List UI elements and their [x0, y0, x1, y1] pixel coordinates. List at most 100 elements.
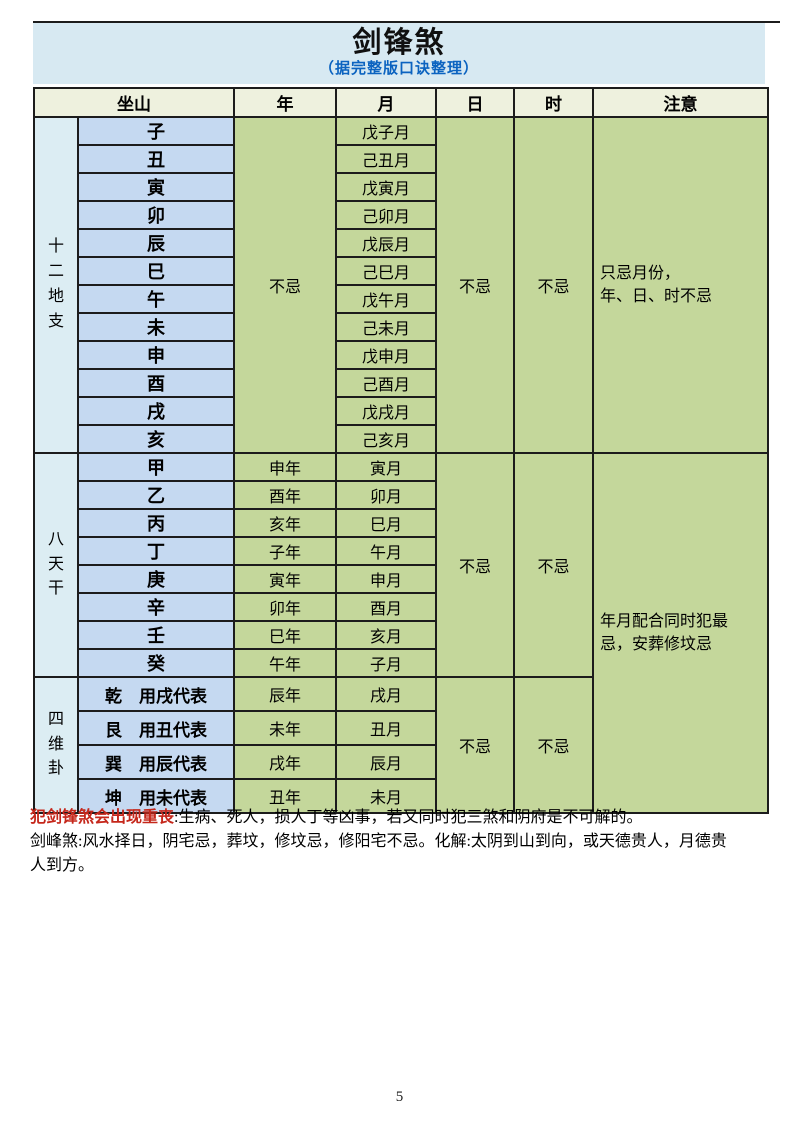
cell-year: 子年	[233, 536, 337, 566]
cell-zuoshan: 丑	[77, 144, 235, 174]
cell-month: 戊寅月	[335, 172, 437, 202]
cell-zuoshan: 亥	[77, 424, 235, 454]
header-note: 注意	[592, 87, 769, 118]
cell-month: 戊午月	[335, 284, 437, 314]
footnotes: 犯剑锋煞会出现重丧:生病、死人，损人丁等凶事，若又同时犯三煞和阴府是不可解的。 …	[30, 806, 796, 878]
table-row: 戌 戊戌月	[34, 396, 768, 426]
table-row: 坤 用未代表 丑年 未月	[34, 778, 768, 814]
cell-month: 己卯月	[335, 200, 437, 230]
cell-note-merged: 年月配合同时犯最 忌，安葬修坟忌	[592, 452, 769, 814]
table-row: 庚寅年 申月	[34, 564, 768, 594]
footnote-line-1: 犯剑锋煞会出现重丧:生病、死人，损人丁等凶事，若又同时犯三煞和阴府是不可解的。	[30, 806, 796, 830]
cell-zuoshan: 甲	[77, 452, 235, 482]
cell-year: 午年	[233, 648, 337, 678]
cell-zuoshan: 戌	[77, 396, 235, 426]
cell-month: 辰月	[335, 744, 437, 780]
cell-month: 己亥月	[335, 424, 437, 454]
cell-month: 酉月	[335, 592, 437, 622]
cell-month: 戊辰月	[335, 228, 437, 258]
cell-year: 亥年	[233, 508, 337, 538]
cell-month: 己巳月	[335, 256, 437, 286]
table-row: 丑 己丑月	[34, 144, 768, 174]
cell-month: 戊申月	[335, 340, 437, 370]
cell-month: 未月	[335, 778, 437, 814]
cell-year: 寅年	[233, 564, 337, 594]
cell-zuoshan: 巳	[77, 256, 235, 286]
cell-year: 辰年	[233, 676, 337, 712]
table-row: 十二地支 子 不忌 戊子月 不忌 不忌 只忌月份， 年、日、时不忌	[33, 116, 769, 454]
group-label: 十二地支	[47, 238, 64, 330]
group-cell-tiangan: 八天干	[33, 452, 79, 678]
table-row: 亥 己亥月	[34, 424, 768, 454]
cell-zuoshan: 壬	[77, 620, 235, 650]
header-day: 日	[435, 87, 515, 118]
table-row: 巽 用辰代表 戌年 辰月	[34, 744, 768, 780]
table-row: 辛卯年 酉月	[34, 592, 768, 622]
cell-month: 己酉月	[335, 368, 437, 398]
table-row: 四维卦 乾 用戌代表 辰年 戌月 不忌 不忌	[33, 676, 768, 814]
title-block: 剑锋煞 （据完整版口诀整理）	[33, 23, 765, 84]
cell-zuoshan: 未	[77, 312, 235, 342]
cell-zuoshan: 丁	[77, 536, 235, 566]
table-row: 巳 己巳月	[34, 256, 768, 286]
cell-year: 申年	[233, 452, 337, 482]
header-row: 坐山 年 月 日 时 注意	[33, 87, 769, 118]
cell-month: 丑月	[335, 710, 437, 746]
cell-zuoshan: 酉	[77, 368, 235, 398]
cell-zuoshan: 癸	[77, 648, 235, 678]
cell-zuoshan: 卯	[77, 200, 235, 230]
group-cell-dizhi: 十二地支	[33, 116, 79, 454]
group-cell-weigua: 四维卦	[33, 676, 79, 814]
group-label: 八天干	[47, 530, 64, 598]
cell-zuoshan: 艮 用丑代表	[77, 710, 235, 746]
table-row: 未 己未月	[34, 312, 768, 342]
page-number: 5	[395, 1089, 404, 1105]
header-year: 年	[233, 87, 337, 118]
page-title: 剑锋煞	[352, 27, 446, 59]
table-row: 辰 戊辰月	[34, 228, 768, 258]
cell-hour-merged: 不忌	[513, 452, 594, 678]
table-row: 丁子年 午月	[34, 536, 768, 566]
header-month: 月	[335, 87, 437, 118]
cell-month: 子月	[335, 648, 437, 678]
cell-year: 巳年	[233, 620, 337, 650]
cell-zuoshan: 巽 用辰代表	[77, 744, 235, 780]
warning-lead: 犯剑锋煞会出现重丧	[30, 809, 175, 826]
cell-year-merged: 不忌	[233, 116, 337, 454]
page-subtitle: （据完整版口诀整理）	[318, 61, 479, 78]
sword-sha-table: 坐山 年 月 日 时 注意 十二地支 子 不忌 戊子月 不忌 不忌 只忌月份， …	[33, 87, 769, 814]
cell-zuoshan: 辛	[77, 592, 235, 622]
cell-day-merged: 不忌	[435, 116, 515, 454]
cell-day-merged: 不忌	[435, 676, 515, 814]
table-row: 申 戊申月	[34, 340, 768, 370]
table-row: 午 戊午月	[34, 284, 768, 314]
cell-day-merged: 不忌	[435, 452, 515, 678]
cell-hour-merged: 不忌	[513, 116, 594, 454]
header-hour: 时	[513, 87, 594, 118]
cell-zuoshan: 申	[77, 340, 235, 370]
cell-zuoshan: 庚	[77, 564, 235, 594]
table-top-rule	[33, 21, 780, 23]
cell-month: 戊子月	[335, 116, 437, 146]
table-row: 壬巳年 亥月	[34, 620, 768, 650]
cell-year: 酉年	[233, 480, 337, 510]
cell-year: 未年	[233, 710, 337, 746]
cell-year: 戌年	[233, 744, 337, 780]
cell-zuoshan: 丙	[77, 508, 235, 538]
cell-note-merged: 只忌月份， 年、日、时不忌	[592, 116, 769, 454]
cell-month: 戌月	[335, 676, 437, 712]
cell-zuoshan: 乙	[77, 480, 235, 510]
cell-month: 巳月	[335, 508, 437, 538]
table-row: 酉 己酉月	[34, 368, 768, 398]
cell-month: 戊戌月	[335, 396, 437, 426]
cell-zuoshan: 午	[77, 284, 235, 314]
cell-zuoshan: 乾 用戌代表	[77, 676, 235, 712]
cell-zuoshan: 子	[77, 116, 235, 146]
table-row: 乙酉年 卯月	[34, 480, 768, 510]
footnote-line-2: 剑峰煞:风水择日，阴宅忌，葬坟，修坟忌，修阳宅不忌。化解:太阴到山到向，或天德贵…	[30, 833, 727, 874]
cell-year: 丑年	[233, 778, 337, 814]
cell-zuoshan: 辰	[77, 228, 235, 258]
cell-year: 卯年	[233, 592, 337, 622]
table-row: 丙亥年 巳月	[34, 508, 768, 538]
table-row: 卯 己卯月	[34, 200, 768, 230]
